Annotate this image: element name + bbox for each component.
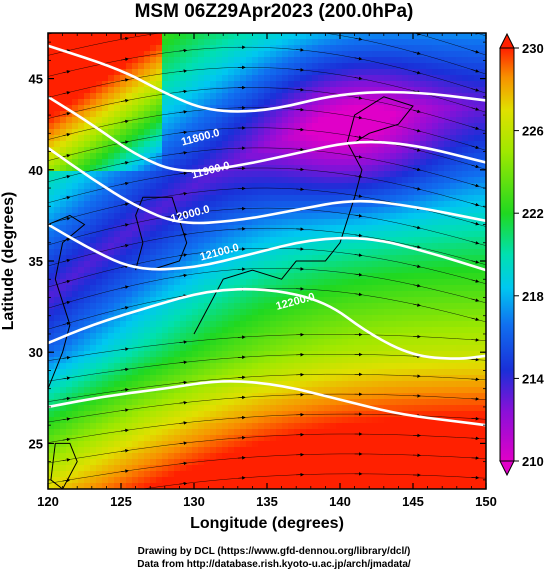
contour-line (48, 146, 486, 225)
colorbar-tick-label: 214 (522, 371, 544, 386)
colorbar-tick-label: 230 (522, 41, 544, 56)
x-tick-label: 145 (402, 494, 424, 509)
colorbar-tick-label: 226 (522, 124, 544, 139)
y-tick-label: 40 (29, 163, 43, 178)
x-tick-label: 120 (37, 494, 59, 509)
x-tick-label: 150 (475, 494, 497, 509)
x-axis-label: Longitude (degrees) (190, 515, 344, 532)
y-tick-label: 35 (29, 254, 43, 269)
colorbar-tick-label: 222 (522, 206, 544, 221)
y-tick-label: 45 (29, 72, 43, 87)
colorbar-tick-label: 210 (522, 454, 544, 469)
colorbar-gradient (499, 47, 515, 462)
credit-drawing: Drawing by DCL (https://www.gfd-dennou.o… (137, 546, 411, 557)
y-tick-label: 25 (29, 436, 43, 451)
contour-line (48, 223, 486, 272)
colorbar-tick-label: 218 (522, 289, 544, 304)
contour-line (48, 379, 486, 427)
y-axis-label: Latitude (degrees) (0, 192, 17, 331)
colorbar-max-arrow (499, 32, 515, 49)
contour-line (48, 287, 486, 360)
x-axis: 120 125 130 135 140 145 150 (37, 33, 497, 509)
y-axis: 25 30 35 40 45 (29, 41, 486, 481)
coastlines (48, 96, 414, 489)
x-tick-label: 130 (183, 494, 205, 509)
colorbar: 210 214 218 222 226 230 (499, 32, 544, 477)
x-tick-label: 135 (256, 494, 278, 509)
temperature-field (48, 33, 486, 489)
colorbar-min-arrow (499, 460, 515, 477)
contour-line (48, 44, 486, 113)
contour-line (48, 95, 486, 173)
x-tick-label: 125 (110, 494, 132, 509)
x-tick-label: 140 (329, 494, 351, 509)
chart-title: MSM 06Z29Apr2023 (200.0hPa) (134, 1, 414, 22)
y-tick-label: 30 (29, 345, 43, 360)
credit-data: Data from http://database.rish.kyoto-u.a… (137, 559, 411, 570)
